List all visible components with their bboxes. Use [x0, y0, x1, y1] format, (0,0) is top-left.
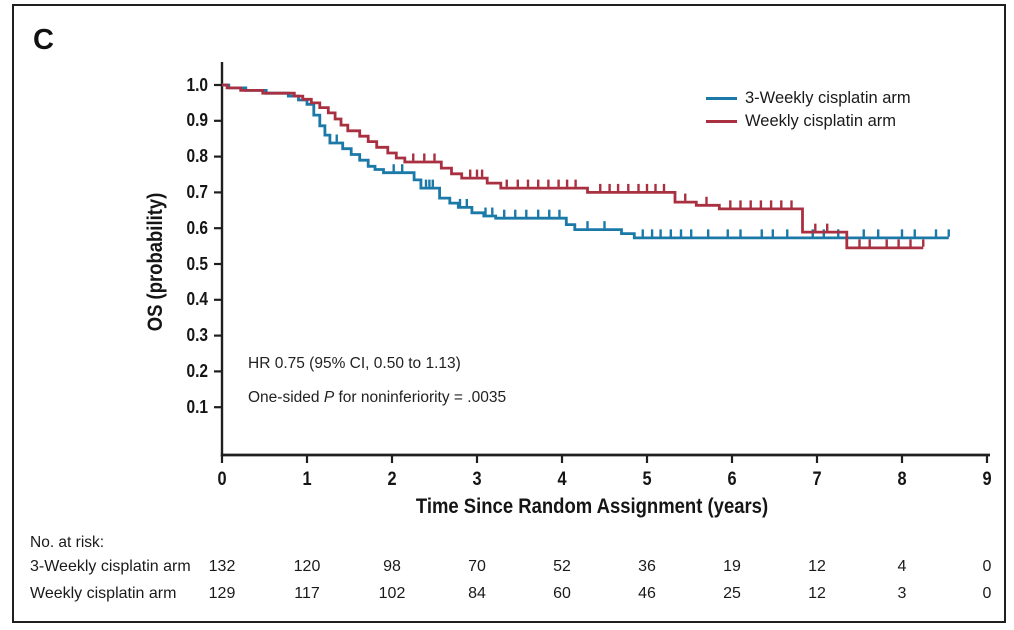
risk-value: 102	[378, 585, 406, 602]
risk-value: 46	[638, 585, 656, 602]
risk-value: 0	[982, 585, 992, 602]
x-tick-label: 6	[727, 469, 737, 490]
risk-value: 12	[808, 585, 826, 602]
x-tick-label: 9	[982, 469, 992, 490]
x-tick-label: 3	[472, 469, 482, 490]
risk-row-label: Weekly cisplatin arm	[30, 585, 177, 602]
y-axis-title: OS (probability)	[144, 192, 167, 332]
pvalue-italic-p: P	[323, 389, 335, 406]
x-tick-label: 4	[557, 469, 567, 490]
risk-value: 132	[208, 558, 236, 575]
x-tick-label: 0	[217, 469, 227, 490]
y-tick-label: 0.1	[186, 396, 208, 417]
risk-value: 52	[553, 558, 571, 575]
risk-value: 84	[468, 585, 486, 602]
pvalue-post: for noninferiority = .0035	[334, 389, 507, 406]
risk-value: 19	[723, 558, 741, 575]
hr-annotation: HR 0.75 (95% CI, 0.50 to 1.13) One-sided…	[248, 355, 506, 423]
panel-letter: C	[33, 24, 54, 56]
legend-line-swatch	[706, 96, 737, 101]
risk-value: 60	[553, 585, 571, 602]
hr-line: HR 0.75 (95% CI, 0.50 to 1.13)	[248, 355, 461, 372]
risk-value: 36	[638, 558, 656, 575]
risk-value: 0	[982, 558, 992, 575]
pvalue-line: One-sided P for noninferiority = .0035	[248, 389, 506, 423]
figure-border	[12, 4, 1006, 623]
risk-table-title: No. at risk:	[30, 534, 105, 551]
y-tick-label: 0.2	[186, 360, 208, 381]
x-tick-label: 8	[897, 469, 907, 490]
risk-row-label: 3-Weekly cisplatin arm	[30, 558, 191, 575]
x-tick-label: 5	[642, 469, 652, 490]
y-tick-label: 1.0	[186, 74, 208, 95]
y-tick-label: 0.8	[186, 146, 208, 167]
risk-value: 12	[808, 558, 826, 575]
x-tick-label: 1	[302, 469, 312, 490]
y-tick-label: 0.4	[186, 289, 208, 310]
legend-item: 3-Weekly cisplatin arm	[706, 87, 911, 110]
risk-value: 117	[294, 585, 320, 602]
x-tick-label: 7	[812, 469, 822, 490]
y-tick-label: 0.5	[186, 253, 208, 274]
risk-value: 3	[897, 585, 907, 602]
y-tick-label: 0.7	[186, 181, 208, 202]
x-axis-title: Time Since Random Assignment (years)	[415, 495, 769, 518]
pvalue-pre: One-sided	[248, 389, 324, 406]
risk-value: 129	[208, 585, 236, 602]
risk-value: 98	[383, 558, 401, 575]
legend-label: 3-Weekly cisplatin arm	[745, 89, 911, 107]
risk-value: 120	[293, 558, 321, 575]
legend-line-swatch	[706, 119, 737, 124]
y-tick-label: 0.3	[186, 325, 208, 346]
x-tick-label: 2	[387, 469, 397, 490]
km-curve	[222, 83, 924, 250]
legend-label: Weekly cisplatin arm	[745, 112, 896, 130]
risk-value: 4	[897, 558, 907, 575]
y-tick-label: 0.6	[186, 217, 208, 238]
risk-value: 25	[723, 585, 741, 602]
risk-value: 70	[468, 558, 486, 575]
km-curve	[222, 83, 949, 240]
y-tick-label: 0.9	[186, 110, 208, 131]
legend: 3-Weekly cisplatin arm Weekly cisplatin a…	[706, 87, 911, 133]
legend-item: Weekly cisplatin arm	[706, 110, 911, 133]
